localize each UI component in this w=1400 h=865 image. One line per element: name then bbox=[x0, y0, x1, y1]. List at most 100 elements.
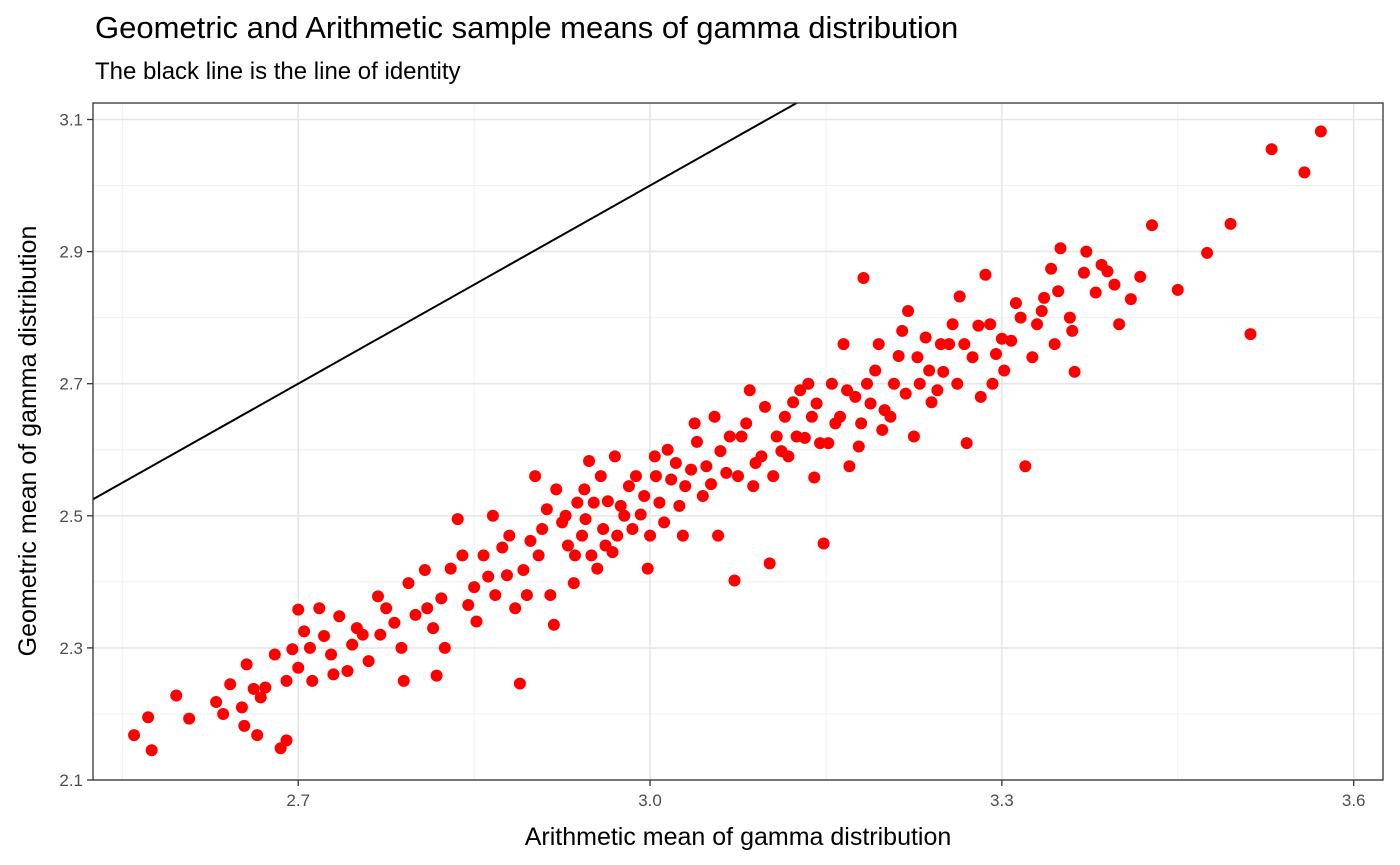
data-point bbox=[907, 430, 920, 443]
data-point bbox=[743, 384, 756, 397]
data-point bbox=[864, 397, 877, 410]
data-point bbox=[298, 625, 311, 638]
data-point bbox=[587, 496, 600, 509]
data-point bbox=[1224, 217, 1237, 230]
reference-line-layer bbox=[93, 103, 799, 501]
data-point bbox=[611, 529, 624, 542]
data-point bbox=[1068, 365, 1081, 378]
data-point bbox=[1014, 311, 1027, 324]
data-point bbox=[1298, 166, 1311, 179]
data-point bbox=[822, 437, 835, 450]
data-point bbox=[251, 729, 264, 742]
data-point bbox=[1054, 242, 1067, 255]
data-point bbox=[418, 563, 431, 576]
data-point bbox=[911, 351, 924, 364]
data-point bbox=[292, 661, 305, 674]
data-point bbox=[327, 668, 340, 681]
data-point bbox=[658, 516, 671, 529]
data-point bbox=[1026, 351, 1039, 364]
data-point bbox=[841, 384, 854, 397]
data-point bbox=[238, 719, 251, 732]
data-point bbox=[872, 338, 885, 351]
data-point bbox=[837, 338, 850, 351]
data-point bbox=[720, 466, 733, 479]
y-axis-title: Geometric mean of gamma distribution bbox=[14, 226, 42, 657]
data-point bbox=[579, 513, 592, 526]
x-tick-label: 2.7 bbox=[286, 791, 310, 810]
data-point bbox=[705, 478, 718, 491]
data-point bbox=[1009, 297, 1022, 310]
data-point bbox=[966, 351, 979, 364]
data-point bbox=[857, 272, 870, 285]
data-point bbox=[529, 470, 542, 483]
data-point bbox=[622, 480, 635, 493]
data-point bbox=[402, 577, 415, 590]
data-point bbox=[714, 445, 727, 458]
data-point bbox=[1077, 266, 1090, 279]
data-point bbox=[333, 610, 346, 623]
data-point bbox=[884, 410, 897, 423]
data-point bbox=[802, 377, 815, 390]
data-point bbox=[435, 592, 448, 605]
data-point bbox=[547, 618, 560, 631]
data-point bbox=[946, 318, 959, 331]
data-point bbox=[998, 364, 1011, 377]
data-point bbox=[210, 696, 223, 709]
data-point bbox=[601, 495, 614, 508]
data-point bbox=[550, 483, 563, 496]
data-point bbox=[578, 483, 591, 496]
data-point bbox=[810, 397, 823, 410]
data-point bbox=[513, 677, 526, 690]
data-point bbox=[217, 707, 230, 720]
data-point bbox=[1095, 258, 1108, 271]
data-point bbox=[1035, 305, 1048, 318]
points-layer bbox=[128, 125, 1327, 757]
data-point bbox=[767, 470, 780, 483]
data-point bbox=[1052, 285, 1065, 298]
data-point bbox=[808, 471, 821, 484]
data-point bbox=[240, 658, 253, 671]
data-point bbox=[958, 338, 971, 351]
data-point bbox=[571, 496, 584, 509]
data-point bbox=[849, 390, 862, 403]
data-point bbox=[953, 290, 966, 303]
data-point bbox=[346, 638, 359, 651]
data-point bbox=[532, 549, 545, 562]
data-point bbox=[1066, 324, 1079, 337]
data-point bbox=[583, 454, 596, 467]
data-point bbox=[374, 628, 387, 641]
data-point bbox=[919, 331, 932, 344]
data-point bbox=[224, 678, 237, 691]
data-point bbox=[887, 377, 900, 390]
data-point bbox=[700, 460, 713, 473]
data-point bbox=[1063, 311, 1076, 324]
data-point bbox=[708, 410, 721, 423]
data-point bbox=[482, 570, 495, 583]
data-point bbox=[696, 489, 709, 502]
data-point bbox=[676, 529, 689, 542]
data-point bbox=[732, 470, 744, 483]
data-point bbox=[923, 364, 936, 377]
data-point bbox=[438, 641, 451, 654]
data-point bbox=[644, 529, 657, 542]
data-point bbox=[559, 509, 572, 522]
data-point bbox=[350, 622, 363, 635]
data-point bbox=[489, 589, 502, 602]
data-point bbox=[520, 589, 533, 602]
data-point bbox=[685, 463, 698, 476]
data-point bbox=[409, 608, 422, 621]
chart-subtitle: The black line is the line of identity bbox=[95, 58, 461, 85]
data-point bbox=[843, 460, 856, 473]
data-point bbox=[794, 384, 807, 397]
data-point bbox=[723, 430, 736, 443]
data-point bbox=[995, 332, 1008, 345]
data-point bbox=[614, 499, 627, 512]
data-point bbox=[259, 681, 272, 694]
data-point bbox=[770, 430, 783, 443]
data-point bbox=[869, 364, 882, 377]
data-point bbox=[496, 541, 509, 554]
data-point bbox=[561, 539, 574, 552]
data-point bbox=[509, 602, 522, 615]
data-point bbox=[855, 417, 868, 430]
data-point bbox=[960, 437, 973, 450]
